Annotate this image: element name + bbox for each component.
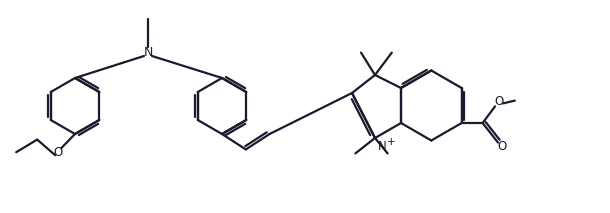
Text: +: +	[387, 137, 395, 147]
Text: O: O	[54, 146, 63, 159]
Text: N: N	[143, 46, 152, 59]
Text: N: N	[378, 140, 386, 153]
Text: O: O	[494, 95, 504, 108]
Text: O: O	[497, 140, 507, 153]
